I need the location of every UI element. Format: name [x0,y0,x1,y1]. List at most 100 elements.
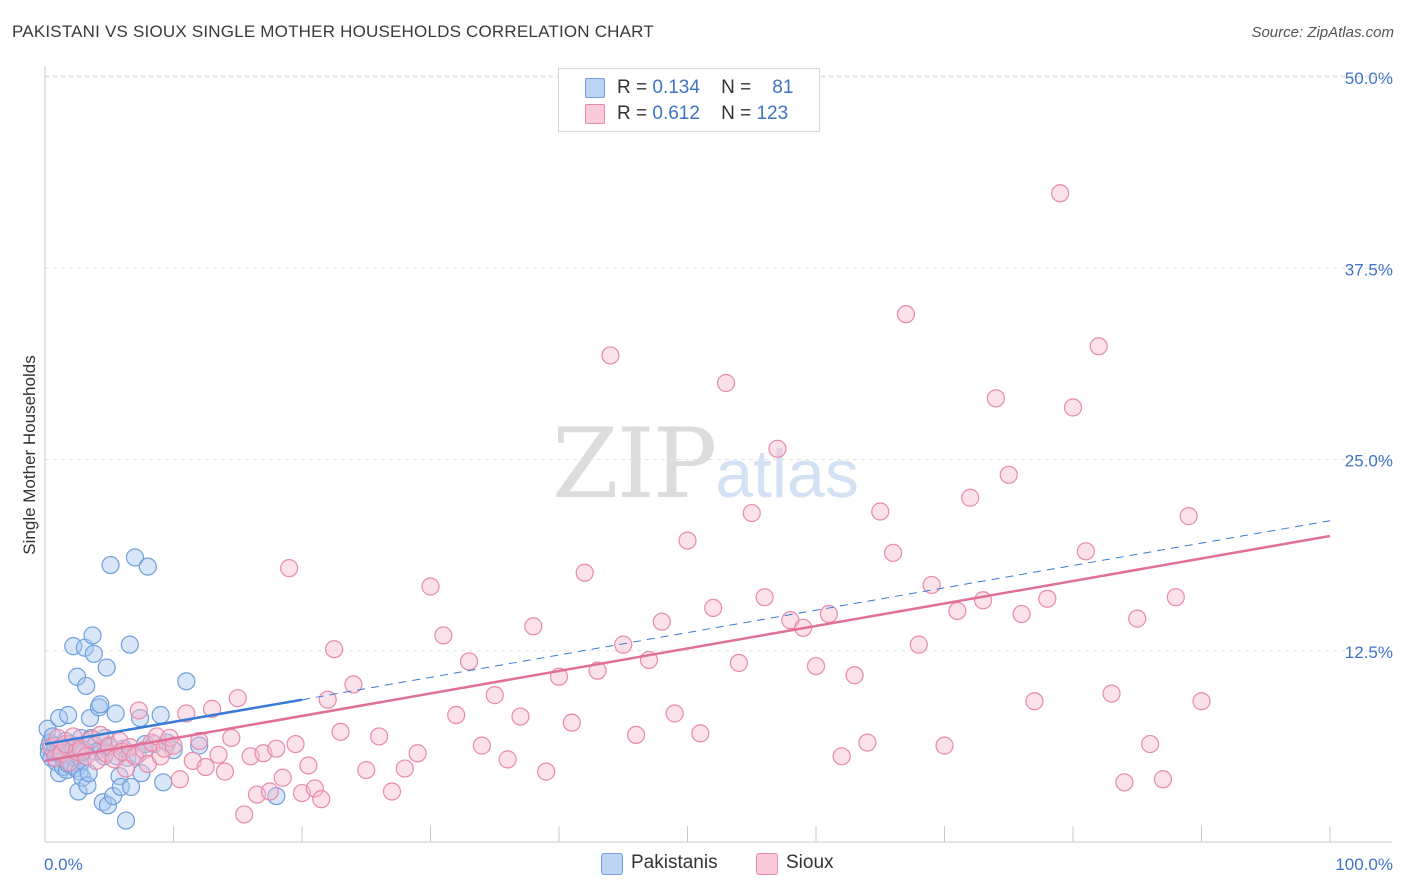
sioux-point [909,635,928,654]
sioux-point [678,531,697,550]
sioux-point [601,346,620,365]
sioux-point [1166,588,1185,607]
sioux-point [948,601,967,621]
sioux-point [1089,337,1108,356]
pakistanis-trendline [44,698,303,746]
pakistanis-point [120,635,139,654]
legend-r-value: 0.134 [652,77,700,98]
pakistanis-point [104,786,123,806]
sioux-point [1115,773,1134,792]
bottom-legend-label-pakistanis: Pakistanis [631,852,718,873]
y-tick-label: 12.5% [1345,643,1393,662]
sioux-point [110,731,129,751]
legend-r-label: R = [617,77,648,98]
pakistanis-point [89,698,109,717]
sioux-point [305,779,324,798]
sioux-point [575,563,594,582]
pakistanis-point [125,548,145,567]
sioux-point [806,656,826,676]
sioux-point [408,744,427,763]
pakistanis-point [116,811,136,830]
sioux-point [434,626,453,645]
correlation-legend: R = 0.134 N = 81 R = 0.612 N = 123 [558,68,820,132]
pakistanis-point [93,793,112,812]
sioux-point [318,690,337,709]
sioux-point [871,502,890,521]
sioux-point [588,661,607,680]
sioux-point [1076,542,1095,561]
sioux-point [267,739,286,758]
sioux-point [1128,609,1147,628]
legend-text-pakistanis: R = 0.134 N = 81 [617,77,793,99]
sioux-point [742,503,761,523]
pakistanis-point [190,736,209,755]
sioux-point [883,543,903,562]
sioux-point [299,756,318,775]
sioux-point [961,488,980,507]
pakistanis-point [267,786,286,806]
bottom-legend-swatch-blue [601,853,623,875]
sioux-point [768,439,787,458]
sioux-point [190,731,209,751]
sioux-point [665,704,684,723]
sioux-point [1063,398,1083,417]
sioux-point [729,653,749,673]
sioux-point [716,373,736,393]
pakistanis-point [177,672,196,691]
sioux-point [832,747,851,766]
sioux-point [1192,692,1211,711]
sioux-point [459,652,479,671]
sioux-point [344,675,363,694]
sioux-point [704,598,723,618]
sioux-point [129,701,148,720]
y-tick-label: 50.0% [1345,69,1393,88]
sioux-point [626,725,646,745]
pakistanis-point [69,782,88,801]
sioux-point [524,617,543,636]
sioux-point [196,757,215,777]
sioux-point [986,389,1006,408]
pakistanis-point [97,658,116,677]
sioux-point [170,770,190,789]
y-axis-label: Single Mother Households [20,355,39,554]
y-tick-label: 37.5% [1345,260,1393,279]
sioux-point [511,707,530,726]
sioux-point [1025,692,1044,711]
sioux-point [755,588,774,607]
legend-text-sioux: R = 0.612 N = 123 [617,103,788,125]
legend-r-label: R = [617,103,648,124]
sioux-point [472,736,491,755]
x-tick-label-min: 0.0% [44,855,83,874]
sioux-point [382,782,402,801]
sioux-point [447,705,466,725]
pakistanis-point [111,777,130,797]
pakistanis-point [138,557,157,576]
pakistanis-point [91,695,110,714]
watermark-zip: ZIP [552,408,717,520]
sioux-point [280,559,299,578]
source-label: Source: ZipAtlas.com [1251,24,1394,41]
sioux-point [228,689,247,708]
pakistanis-point [59,705,78,725]
watermark-atlas: atlas [715,436,859,512]
pakistanis-point [121,777,141,797]
sioux-point [691,724,710,743]
pakistanis-point [84,644,103,663]
sioux-point [202,699,222,718]
sioux-point [325,640,344,659]
sioux-point [134,741,154,760]
sioux-point [973,591,993,610]
legend-swatch-pink [585,104,605,124]
sioux-trendline [44,534,1331,763]
sioux-point [331,722,350,741]
sioux-point [260,782,279,801]
sioux-point [273,768,292,787]
sioux-point [858,733,877,752]
sioux-point [1051,184,1070,203]
sioux-point [421,577,440,596]
sioux-point [652,612,671,631]
sioux-point [562,713,581,732]
sioux-point [614,635,633,654]
sioux-point [116,759,136,778]
